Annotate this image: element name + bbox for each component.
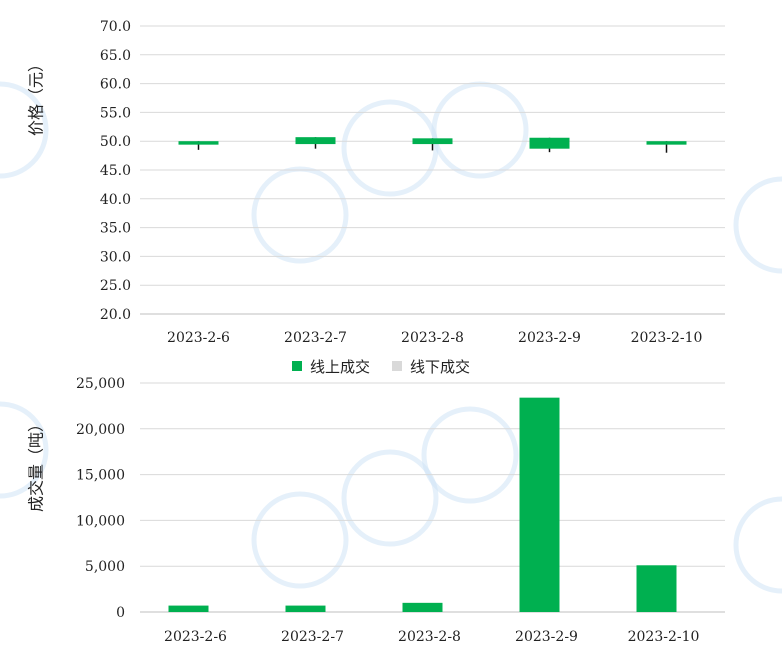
price-x-tick-label: 2023-2-8 [401, 330, 464, 346]
price-y-tick-label: 20.0 [100, 307, 131, 323]
watermark-ring [733, 176, 782, 274]
price-y-tick-label: 55.0 [100, 105, 131, 121]
price-y-tick-label: 65.0 [100, 48, 131, 64]
price-y-tick-label: 25.0 [100, 278, 131, 294]
price-y-tick-label: 70.0 [100, 19, 131, 35]
volume-y-tick-label: 10,000 [76, 513, 125, 529]
volume-x-tick-labels: 2023-2-6 2023-2-7 2023-2-8 2023-2-9 2023-2-1… [164, 629, 699, 645]
price-x-tick-label: 2023-2-9 [518, 330, 581, 346]
price-y-tick-label: 40.0 [100, 192, 131, 208]
watermark-ring [733, 496, 782, 594]
watermark-ring [431, 81, 529, 179]
volume-x-tick-label: 2023-2-10 [628, 629, 700, 645]
price-candle [295, 137, 336, 149]
volume-y-tick-label: 5,000 [85, 559, 125, 575]
watermark-ring [341, 449, 439, 547]
price-candle [646, 141, 687, 153]
price-candles [178, 137, 687, 153]
price-candle-body [412, 138, 453, 145]
price-y-tick-label: 60.0 [100, 77, 131, 93]
volume-bar [636, 565, 677, 612]
watermark-ring [0, 81, 49, 179]
price-x-tick-label: 2023-2-7 [284, 330, 347, 346]
volume-x-tick-label: 2023-2-8 [398, 629, 461, 645]
volume-x-tick-label: 2023-2-9 [515, 629, 578, 645]
volume-bars [168, 397, 677, 612]
price-chart: 20.0 25.0 30.0 35.0 40.0 45.0 50.0 55.0 60.0 65.0… [27, 19, 725, 346]
volume-gridlines [140, 382, 725, 613]
price-x-tick-label: 2023-2-10 [631, 330, 703, 346]
price-y-tick-labels: 20.0 25.0 30.0 35.0 40.0 45.0 50.0 55.0 60.0 65.0… [100, 19, 131, 323]
volume-bar [168, 605, 209, 612]
volume-y-tick-label: 20,000 [76, 422, 125, 438]
watermark-ring [341, 99, 439, 197]
price-y-tick-label: 35.0 [100, 221, 131, 237]
price-x-tick-labels: 2023-2-6 2023-2-7 2023-2-8 2023-2-9 2023-2-1… [167, 330, 702, 346]
price-x-tick-label: 2023-2-6 [167, 330, 230, 346]
watermark-ring [421, 406, 519, 504]
price-candle-body [646, 141, 687, 145]
volume-y-tick-label: 15,000 [76, 468, 125, 484]
volume-x-tick-label: 2023-2-6 [164, 629, 227, 645]
volume-y-tick-labels: 0 5,000 10,000 15,000 20,000 25,000 [76, 376, 125, 621]
legend-label-offline: 线下成交 [410, 358, 470, 376]
volume-y-tick-label: 0 [116, 605, 125, 621]
volume-bar [519, 397, 560, 612]
volume-bar [402, 602, 443, 612]
volume-y-axis-title: 成交量（吨） [27, 416, 46, 512]
volume-x-tick-label: 2023-2-7 [281, 629, 344, 645]
volume-bar [285, 605, 326, 612]
volume-y-tick-label: 25,000 [76, 376, 125, 392]
watermark-ring [251, 166, 349, 264]
price-y-axis-title: 价格（元） [27, 56, 46, 136]
price-y-tick-label: 30.0 [100, 249, 131, 265]
price-candle-body [295, 137, 336, 145]
watermark-ring [251, 491, 349, 589]
legend: 线上成交 线下成交 [292, 358, 470, 376]
price-candle-body [178, 141, 219, 145]
price-y-tick-label: 50.0 [100, 134, 131, 150]
price-candle [178, 141, 219, 150]
price-candle [529, 137, 570, 153]
legend-label-online: 线上成交 [310, 358, 370, 376]
price-gridlines [140, 25, 725, 315]
price-candle [412, 138, 453, 151]
price-y-tick-label: 45.0 [100, 163, 131, 179]
price-candle-body [529, 137, 570, 149]
legend-swatch-online [292, 361, 302, 371]
watermark-ring [0, 401, 49, 499]
legend-swatch-offline [392, 361, 402, 371]
